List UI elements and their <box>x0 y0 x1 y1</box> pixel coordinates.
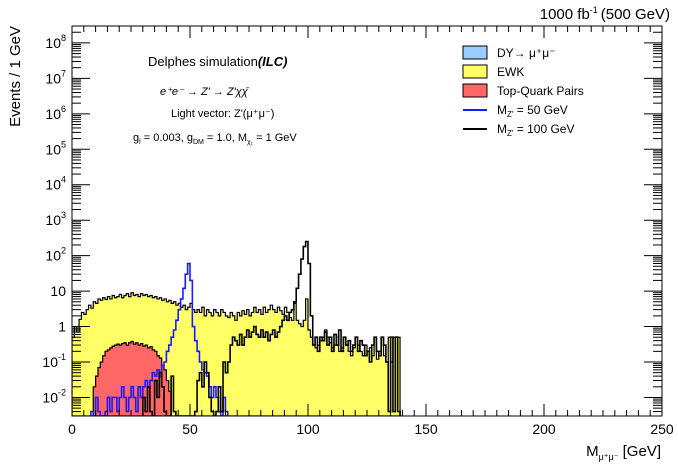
legend: DY→ μ⁺μ⁻ EWK Top-Quark Pairs MZ' = 50 GeV MZ… <box>462 45 584 138</box>
x-axis-label: Mμ⁺μ⁻ [GeV] <box>586 443 661 462</box>
y-tick-label: 107 <box>45 68 66 86</box>
annotation-simulation: Delphes simulation(ILC) <box>148 54 287 69</box>
x-axis-label-main: M <box>586 443 599 460</box>
simulation-text: Delphes simulation <box>148 54 258 69</box>
legend-entry-0-swatch <box>462 45 488 60</box>
axis-layer: 0 50 100 150 200 250 10-2 10-1 1 10 102 103 104 105 10… <box>42 25 674 437</box>
y-tick-label: 106 <box>45 104 66 122</box>
y-tick-label: 103 <box>45 210 66 228</box>
annotation-couplings: gl = 0.003, gDM = 1.0, Mχ₁ = 1 GeV <box>133 132 297 146</box>
x-tick-label: 50 <box>182 421 198 437</box>
y-tick-label: 108 <box>45 33 66 51</box>
legend-entry-2-swatch <box>462 83 488 98</box>
y-tick-label: 10 <box>50 283 66 299</box>
legend-entry-3-label: MZ' = 50 GeV <box>497 103 568 119</box>
y-tick-label: 1 <box>58 319 66 335</box>
x-tick-label: 200 <box>532 421 556 437</box>
y-tick-label: 102 <box>45 246 66 264</box>
histogram-signal100 <box>142 240 401 416</box>
x-tick-label: 100 <box>296 421 320 437</box>
y-tick-label: 10-1 <box>42 352 66 370</box>
legend-entry-0-label: DY→ μ⁺μ⁻ <box>497 46 556 60</box>
y-tick-label: 105 <box>45 139 66 157</box>
lumi-energy: (500 GeV) <box>601 6 670 23</box>
y-tick-label: 10-2 <box>42 387 66 405</box>
x-tick-label: 0 <box>68 421 76 437</box>
y-tick-label: 104 <box>45 175 66 193</box>
annotation-mediator: Light vector: Z'(μ⁺μ⁻) <box>171 108 274 120</box>
legend-entry-4-label: MZ' = 100 GeV <box>497 122 574 138</box>
x-axis-label-sub: μ⁺μ⁻ <box>599 452 619 462</box>
y-axis-label: Events / 1 GeV <box>7 26 24 127</box>
legend-entry-2-label: Top-Quark Pairs <box>497 84 584 98</box>
x-tick-label: 250 <box>650 421 674 437</box>
legend-entry-1-swatch <box>462 64 488 79</box>
x-axis-label-unit: [GeV] <box>618 443 661 460</box>
legend-entry-1-label: EWK <box>497 65 524 79</box>
luminosity-label: 1000 fb-1 (500 GeV) <box>540 5 670 23</box>
histogram-layer <box>72 240 401 416</box>
annotation-process: e⁺e⁻ → Z' → Z'χχ̄ <box>160 86 250 98</box>
simulation-tag: (ILC) <box>258 54 288 69</box>
lumi-value: 1000 fb <box>540 6 590 23</box>
x-tick-label: 150 <box>414 421 438 437</box>
lumi-exponent: -1 <box>590 5 598 15</box>
